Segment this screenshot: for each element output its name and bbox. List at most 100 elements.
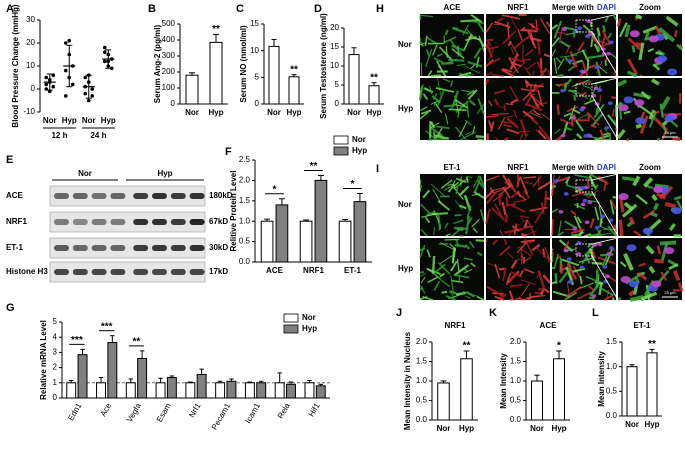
micrograph-fiber (622, 176, 635, 182)
micrograph-fiber (488, 100, 493, 107)
y-axis-label: Mean Intensity (499, 353, 508, 409)
micrograph-fiber (523, 268, 535, 274)
micrograph-fiber (445, 113, 449, 125)
bar (460, 358, 473, 421)
micrograph-fiber (565, 30, 582, 36)
micrograph-fiber (442, 78, 451, 83)
micrograph-fiber (437, 88, 446, 106)
column-header: Zoom (639, 3, 661, 12)
micrograph-fiber (520, 215, 530, 219)
micrograph-fiber (553, 20, 563, 39)
blot-band (91, 269, 107, 275)
panel-letter: A (6, 3, 14, 15)
blot-band (189, 245, 205, 251)
nucleus (567, 280, 573, 284)
micrograph-fiber (655, 51, 663, 56)
micrograph-fiber (516, 297, 526, 301)
nucleus (642, 227, 653, 235)
micrograph-fiber (426, 249, 431, 258)
micrograph-fiber (522, 110, 535, 121)
nucleus (562, 27, 568, 32)
x-tick-label: NRF1 (303, 266, 324, 275)
micrograph-fiber (576, 216, 582, 224)
nucleus (582, 198, 588, 203)
micrograph-fiber (419, 14, 433, 18)
micrograph-fiber (463, 33, 473, 52)
nucleus (618, 193, 629, 201)
micrograph-fiber (420, 109, 432, 115)
micrograph-fiber (591, 250, 596, 258)
micrograph-fiber (491, 73, 504, 77)
blot-band (170, 193, 186, 199)
x-tick-label: Nrf1 (187, 401, 203, 419)
nucleus (608, 246, 614, 250)
y-tick-label: 1 (53, 378, 58, 387)
micrograph-fiber (559, 54, 578, 58)
micrograph-fiber (594, 184, 599, 191)
micrograph (618, 14, 682, 76)
micrograph-fiber (420, 276, 426, 284)
micrograph-fiber (577, 230, 584, 237)
micrograph-fiber (454, 99, 469, 109)
micrograph-fiber (505, 272, 512, 286)
micrograph-fiber (617, 296, 622, 301)
micrograph-fiber (470, 20, 485, 25)
x-tick-label: Icam1 (243, 401, 262, 425)
micrograph-fiber (419, 203, 433, 217)
micrograph-fiber (449, 39, 463, 56)
bar (137, 357, 148, 399)
micrograph-fiber (628, 290, 636, 297)
blot-membrane (49, 237, 206, 259)
micrograph-fiber (661, 132, 667, 141)
micrograph-fiber (553, 57, 558, 74)
micrograph-fiber (455, 185, 459, 195)
micrograph-fiber (464, 131, 471, 136)
micrograph-fiber (497, 117, 506, 130)
micrograph-fiber (502, 174, 512, 188)
micrograph-fiber (524, 133, 529, 141)
y-tick-label: 0 (171, 99, 176, 108)
nucleus (648, 35, 659, 43)
micrograph-fiber (520, 279, 536, 286)
micrograph-fiber (466, 175, 473, 179)
y-tick-label: 300 (162, 51, 176, 60)
nucleus (634, 99, 645, 107)
micrograph-fiber (575, 120, 584, 132)
micrograph-fiber (544, 246, 551, 260)
dot (109, 66, 114, 71)
micrograph-fiber (558, 26, 563, 43)
y-tick-label: 10 (330, 61, 339, 70)
blot-band (170, 269, 186, 275)
micrograph-fiber (529, 23, 536, 29)
micrograph-fiber (658, 27, 676, 43)
column-header: Zoom (639, 163, 661, 172)
micrograph-fiber (577, 80, 592, 85)
x-tick-label: Nor (267, 108, 281, 117)
micrograph-fiber (419, 285, 426, 294)
micrograph-fiber (651, 78, 660, 86)
micrograph-fiber (494, 89, 506, 95)
micrograph-fiber (506, 21, 510, 40)
micrograph-fiber (537, 129, 547, 140)
micrograph-fiber (487, 262, 502, 270)
micrograph-fiber (433, 92, 438, 100)
x-tick-label: Esam (155, 401, 173, 424)
micrograph-fiber (485, 115, 499, 118)
dot (63, 41, 68, 45)
micrograph-fiber (523, 66, 532, 77)
micrograph-fiber (419, 106, 428, 112)
y-tick-label: 5 (255, 72, 260, 81)
micrograph-fiber (613, 72, 617, 77)
micrograph-fiber (491, 113, 509, 116)
nucleus (623, 96, 634, 104)
micrograph-fiber (427, 70, 433, 77)
micrograph-fiber (515, 191, 527, 201)
nucleus (600, 47, 606, 51)
y-tick-label: 1.0 (239, 216, 251, 225)
x-tick-label: Pecam1 (210, 401, 233, 431)
micrograph-fiber (445, 233, 451, 237)
y-axis-label: Mean Intensity in Nucleus (403, 331, 412, 430)
y-axis-label: Serum NO (nmol/ml) (239, 25, 248, 103)
blot-row-label: ET-1 (6, 243, 23, 252)
y-tick-label: 15 (330, 42, 339, 51)
